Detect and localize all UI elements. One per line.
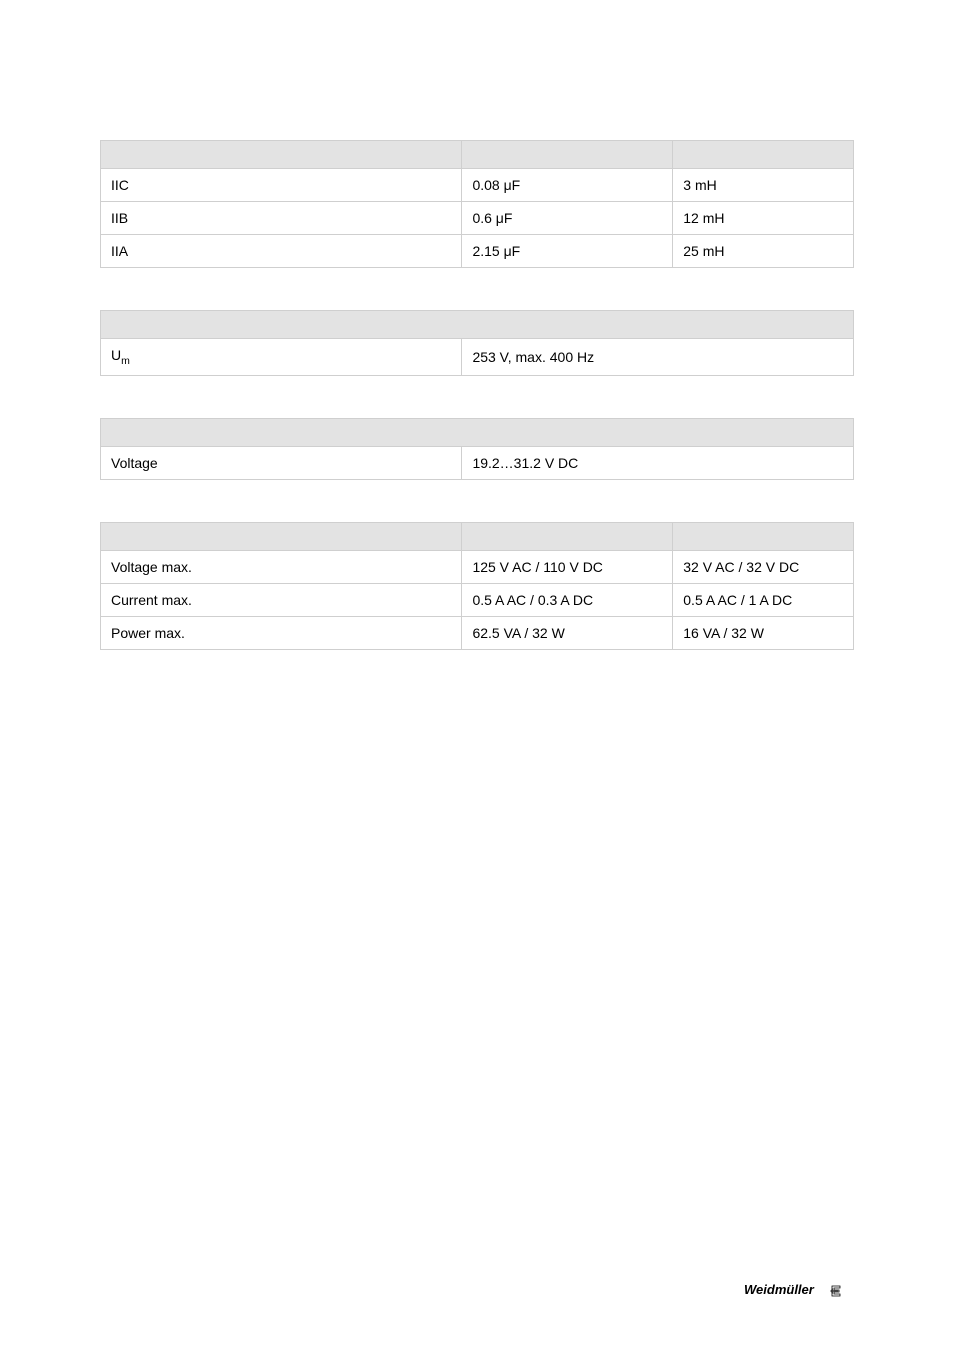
cell-value: 0.5 A AC / 1 A DC [673,583,854,616]
weidmuller-logo-icon: Weidmüller [744,1280,854,1300]
footer-brand: Weidmüller [744,1280,854,1300]
cell-value: 2.15 μF [462,235,673,268]
table-row: IIB 0.6 μF 12 mH [101,202,854,235]
cell-label: Voltage max. [101,550,462,583]
cell-value: 253 V, max. 400 Hz [462,339,854,376]
header-cell [673,522,854,550]
header-cell [101,311,854,339]
cell-value: 62.5 VA / 32 W [462,616,673,649]
header-cell [101,522,462,550]
table-row: Power max. 62.5 VA / 32 W 16 VA / 32 W [101,616,854,649]
table-header-row [101,311,854,339]
table-header-row [101,522,854,550]
cell-value: 16 VA / 32 W [673,616,854,649]
table-row: IIC 0.08 μF 3 mH [101,169,854,202]
cell-label: Um [101,339,462,376]
header-cell [462,522,673,550]
cell-value: 0.5 A AC / 0.3 A DC [462,583,673,616]
cell-label: Current max. [101,583,462,616]
table-header-row [101,418,854,446]
table-gas-groups: IIC 0.08 μF 3 mH IIB 0.6 μF 12 mH IIA 2.… [100,140,854,268]
table-um: Um 253 V, max. 400 Hz [100,310,854,376]
cell-label: IIA [101,235,462,268]
cell-label: Power max. [101,616,462,649]
table-row: IIA 2.15 μF 25 mH [101,235,854,268]
cell-value: 25 mH [673,235,854,268]
cell-label: IIB [101,202,462,235]
cell-value: 3 mH [673,169,854,202]
header-cell [101,418,854,446]
header-cell [101,141,462,169]
table-row: Current max. 0.5 A AC / 0.3 A DC 0.5 A A… [101,583,854,616]
cell-value: 32 V AC / 32 V DC [673,550,854,583]
cell-value: 19.2…31.2 V DC [462,446,854,479]
table-row: Voltage max. 125 V AC / 110 V DC 32 V AC… [101,550,854,583]
cell-label: IIC [101,169,462,202]
brand-text: Weidmüller [744,1282,815,1297]
header-cell [462,141,673,169]
table-voltage: Voltage 19.2…31.2 V DC [100,418,854,480]
table-row: Voltage 19.2…31.2 V DC [101,446,854,479]
table-row: Um 253 V, max. 400 Hz [101,339,854,376]
table-header-row [101,141,854,169]
cell-value: 0.08 μF [462,169,673,202]
table-power-specs: Voltage max. 125 V AC / 110 V DC 32 V AC… [100,522,854,650]
cell-value: 125 V AC / 110 V DC [462,550,673,583]
cell-value: 12 mH [673,202,854,235]
cell-label: Voltage [101,446,462,479]
cell-value: 0.6 μF [462,202,673,235]
header-cell [673,141,854,169]
